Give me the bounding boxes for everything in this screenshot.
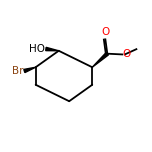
Text: HO: HO [29, 44, 45, 54]
Polygon shape [24, 67, 36, 73]
Text: O: O [101, 27, 109, 37]
Text: Br: Br [12, 66, 24, 76]
Polygon shape [92, 52, 108, 67]
Polygon shape [46, 47, 59, 51]
Text: O: O [123, 49, 131, 59]
